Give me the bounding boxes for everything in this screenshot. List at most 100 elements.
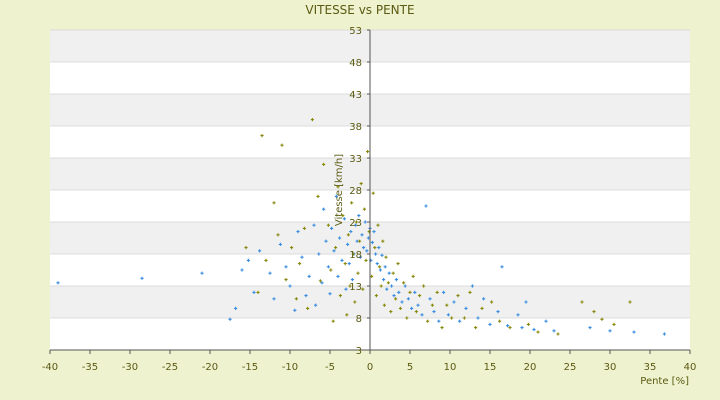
- data-point: [324, 239, 328, 243]
- x-tick-label: -5: [325, 362, 335, 373]
- data-point: [334, 194, 338, 198]
- data-point: [328, 292, 332, 296]
- data-point: [370, 274, 374, 278]
- data-point: [344, 287, 348, 291]
- data-point: [140, 276, 144, 280]
- data-point: [394, 278, 398, 282]
- data-point: [408, 290, 412, 294]
- data-point: [350, 278, 354, 282]
- data-point: [435, 290, 439, 294]
- data-point: [359, 182, 363, 186]
- data-point: [360, 233, 364, 237]
- data-point: [386, 281, 390, 285]
- x-tick-label: -20: [202, 362, 218, 373]
- data-point: [456, 294, 460, 298]
- data-point: [370, 240, 374, 245]
- data-point: [462, 316, 466, 320]
- data-point: [440, 326, 444, 330]
- data-point: [381, 239, 385, 243]
- data-point: [426, 319, 430, 323]
- data-point: [341, 214, 345, 218]
- y-tick-label: 18: [349, 250, 362, 261]
- data-point: [588, 326, 592, 330]
- x-tick-label: 25: [564, 362, 577, 373]
- x-tick-label: -15: [242, 362, 258, 373]
- data-point: [363, 220, 367, 224]
- data-point: [332, 249, 336, 253]
- data-point: [390, 284, 394, 288]
- data-point: [298, 262, 302, 266]
- data-point: [288, 284, 292, 288]
- data-point: [338, 294, 342, 298]
- data-point: [396, 262, 400, 266]
- x-tick-label: -35: [82, 362, 98, 373]
- data-point: [450, 316, 454, 320]
- data-point: [345, 313, 349, 317]
- y-tick-label: 13: [349, 282, 362, 293]
- data-point: [628, 300, 632, 304]
- data-point: [402, 281, 406, 285]
- data-point: [330, 226, 334, 230]
- data-point: [326, 265, 330, 269]
- data-point: [470, 284, 474, 288]
- y-tick-label: 33: [349, 154, 362, 165]
- x-tick-label: 40: [684, 362, 697, 373]
- data-point: [307, 274, 311, 278]
- data-point: [290, 246, 294, 250]
- data-point: [464, 306, 468, 310]
- data-point: [413, 290, 417, 294]
- data-point: [244, 246, 248, 250]
- data-point: [632, 330, 636, 334]
- data-point: [358, 255, 362, 259]
- data-point: [458, 319, 462, 323]
- data-point: [234, 306, 238, 310]
- x-tick-label: 0: [367, 362, 373, 373]
- data-point: [422, 284, 426, 288]
- data-point: [403, 284, 407, 288]
- data-point: [377, 246, 381, 250]
- data-point: [437, 319, 441, 323]
- data-point: [508, 326, 512, 330]
- data-point: [556, 332, 560, 336]
- data-point: [662, 332, 666, 336]
- data-point: [428, 297, 432, 301]
- data-point: [418, 294, 422, 298]
- chart-title: VITESSE vs PENTE: [305, 3, 414, 17]
- data-point: [340, 258, 344, 262]
- x-tick-label: -25: [162, 362, 178, 373]
- data-point: [356, 271, 360, 275]
- data-point: [348, 284, 352, 288]
- data-point: [398, 306, 402, 310]
- data-point: [284, 265, 288, 269]
- y-tick-label: 8: [356, 314, 362, 325]
- x-tick-label: 5: [407, 362, 413, 373]
- x-tick-label: 15: [484, 362, 497, 373]
- data-point: [488, 322, 492, 326]
- data-point: [468, 290, 472, 294]
- data-point: [373, 246, 377, 250]
- data-point: [442, 290, 446, 294]
- data-point: [378, 268, 382, 272]
- data-point: [405, 316, 409, 320]
- data-point: [410, 306, 414, 310]
- x-tick-label: -40: [42, 362, 58, 373]
- data-point: [394, 297, 398, 301]
- data-point: [432, 310, 436, 314]
- data-point: [349, 230, 353, 234]
- x-tick-label: -10: [282, 362, 298, 373]
- data-point: [342, 217, 346, 221]
- data-point: [406, 297, 410, 301]
- data-point: [389, 310, 393, 314]
- data-point: [322, 207, 326, 211]
- data-point: [375, 262, 379, 266]
- data-point: [424, 204, 428, 208]
- data-point: [366, 150, 370, 154]
- data-point: [362, 207, 366, 211]
- data-point: [347, 262, 351, 266]
- data-point: [351, 252, 355, 256]
- x-tick-label: 30: [604, 362, 617, 373]
- data-point: [310, 118, 314, 122]
- data-point: [362, 246, 366, 250]
- data-point: [524, 300, 528, 304]
